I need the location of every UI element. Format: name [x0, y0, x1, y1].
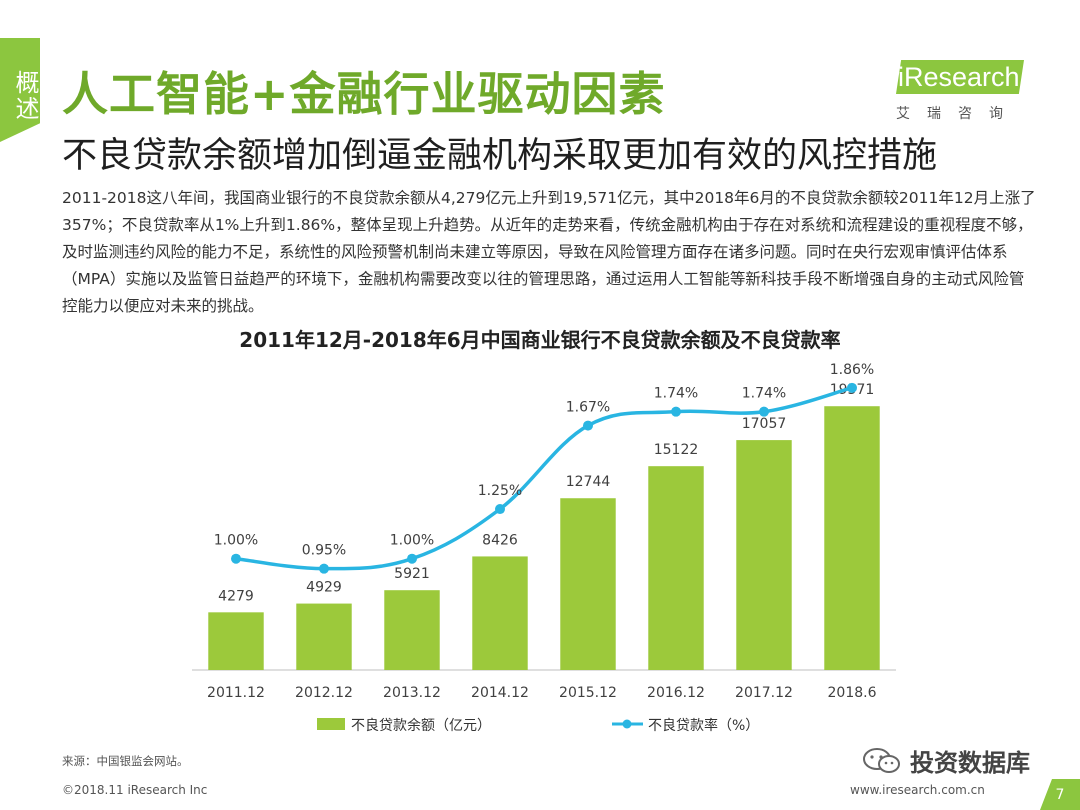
x-tick-label: 2014.12 [471, 685, 529, 701]
bar-label: 15122 [654, 442, 699, 458]
line-label: 1.74% [742, 386, 786, 402]
watermark: 投资数据库 [862, 743, 1030, 778]
legend-bar-swatch [317, 718, 345, 730]
line-point-2017.12 [759, 406, 769, 417]
line-point-2014.12 [495, 504, 505, 515]
bar-label: 4279 [218, 588, 254, 604]
bar-2015.12 [560, 498, 616, 670]
legend-line-label: 不良贷款率（%） [648, 717, 759, 734]
bar-label: 17057 [742, 416, 787, 432]
bar-label: 5921 [394, 566, 430, 582]
line-point-2013.12 [407, 553, 417, 564]
bar-label: 4929 [306, 580, 342, 596]
line-label: 0.95% [302, 543, 346, 559]
logo-text: iResearch [898, 62, 1020, 92]
bar-2016.12 [648, 466, 704, 670]
logo-background [896, 60, 1024, 94]
bar-2013.12 [384, 590, 440, 670]
bar-2014.12 [472, 556, 528, 670]
bar-2011.12 [208, 612, 264, 670]
x-tick-label: 2012.12 [295, 685, 353, 701]
section-tab: 概述 [0, 38, 40, 142]
bar-label: 12744 [566, 474, 611, 490]
line-point-2015.12 [583, 420, 593, 431]
bar-2017.12 [736, 440, 792, 670]
description-paragraph: 2011-2018这八年间，我国商业银行的不良贷款余额从4,279亿元上升到19… [62, 189, 1036, 315]
footer-website: www.iresearch.com.cn [850, 783, 985, 797]
line-point-2018.6 [847, 382, 857, 393]
line-label: 1.67% [566, 400, 610, 416]
line-point-2012.12 [319, 563, 329, 574]
line-point-2011.12 [231, 553, 241, 564]
page-subtitle: 不良贷款余额增加倒逼金融机构采取更加有效的风控措施 [62, 136, 938, 176]
wechat-icon [863, 747, 900, 773]
x-tick-label: 2016.12 [647, 685, 705, 701]
x-tick-label: 2017.12 [735, 685, 793, 701]
line-series-rate [235, 386, 853, 571]
page-number: 7 [1040, 779, 1080, 810]
chart-title: 2011年12月-2018年6月中国商业银行不良贷款余额及不良贷款率 [239, 328, 841, 352]
footer-copyright: ©2018.11 iResearch Inc [62, 783, 208, 797]
line-label: 1.74% [654, 386, 698, 402]
line-label: 1.00% [214, 533, 258, 549]
x-tick-label: 2015.12 [559, 685, 617, 701]
legend-line-marker [622, 719, 632, 729]
line-label: 1.86% [830, 362, 874, 378]
page-title: 人工智能+金融行业驱动因素 [62, 67, 666, 121]
iresearch-logo: iResearch 艾瑞咨询 [892, 58, 1032, 128]
line-label: 1.25% [478, 483, 522, 499]
x-tick-label: 2013.12 [383, 685, 441, 701]
bar-label: 8426 [482, 532, 518, 548]
legend-bar-label: 不良贷款余额（亿元） [351, 717, 491, 734]
line-label: 1.00% [390, 533, 434, 549]
line-point-2016.12 [671, 406, 681, 417]
x-tick-label: 2011.12 [207, 685, 265, 701]
x-tick-label: 2018.6 [828, 685, 877, 701]
logo-chinese-text: 艾瑞咨询 [896, 106, 1020, 122]
watermark-text: 投资数据库 [910, 749, 1030, 777]
bar-2012.12 [296, 603, 352, 670]
source-note: 来源：中国银监会网站。 [62, 754, 189, 768]
bar-2018.6 [824, 406, 880, 670]
